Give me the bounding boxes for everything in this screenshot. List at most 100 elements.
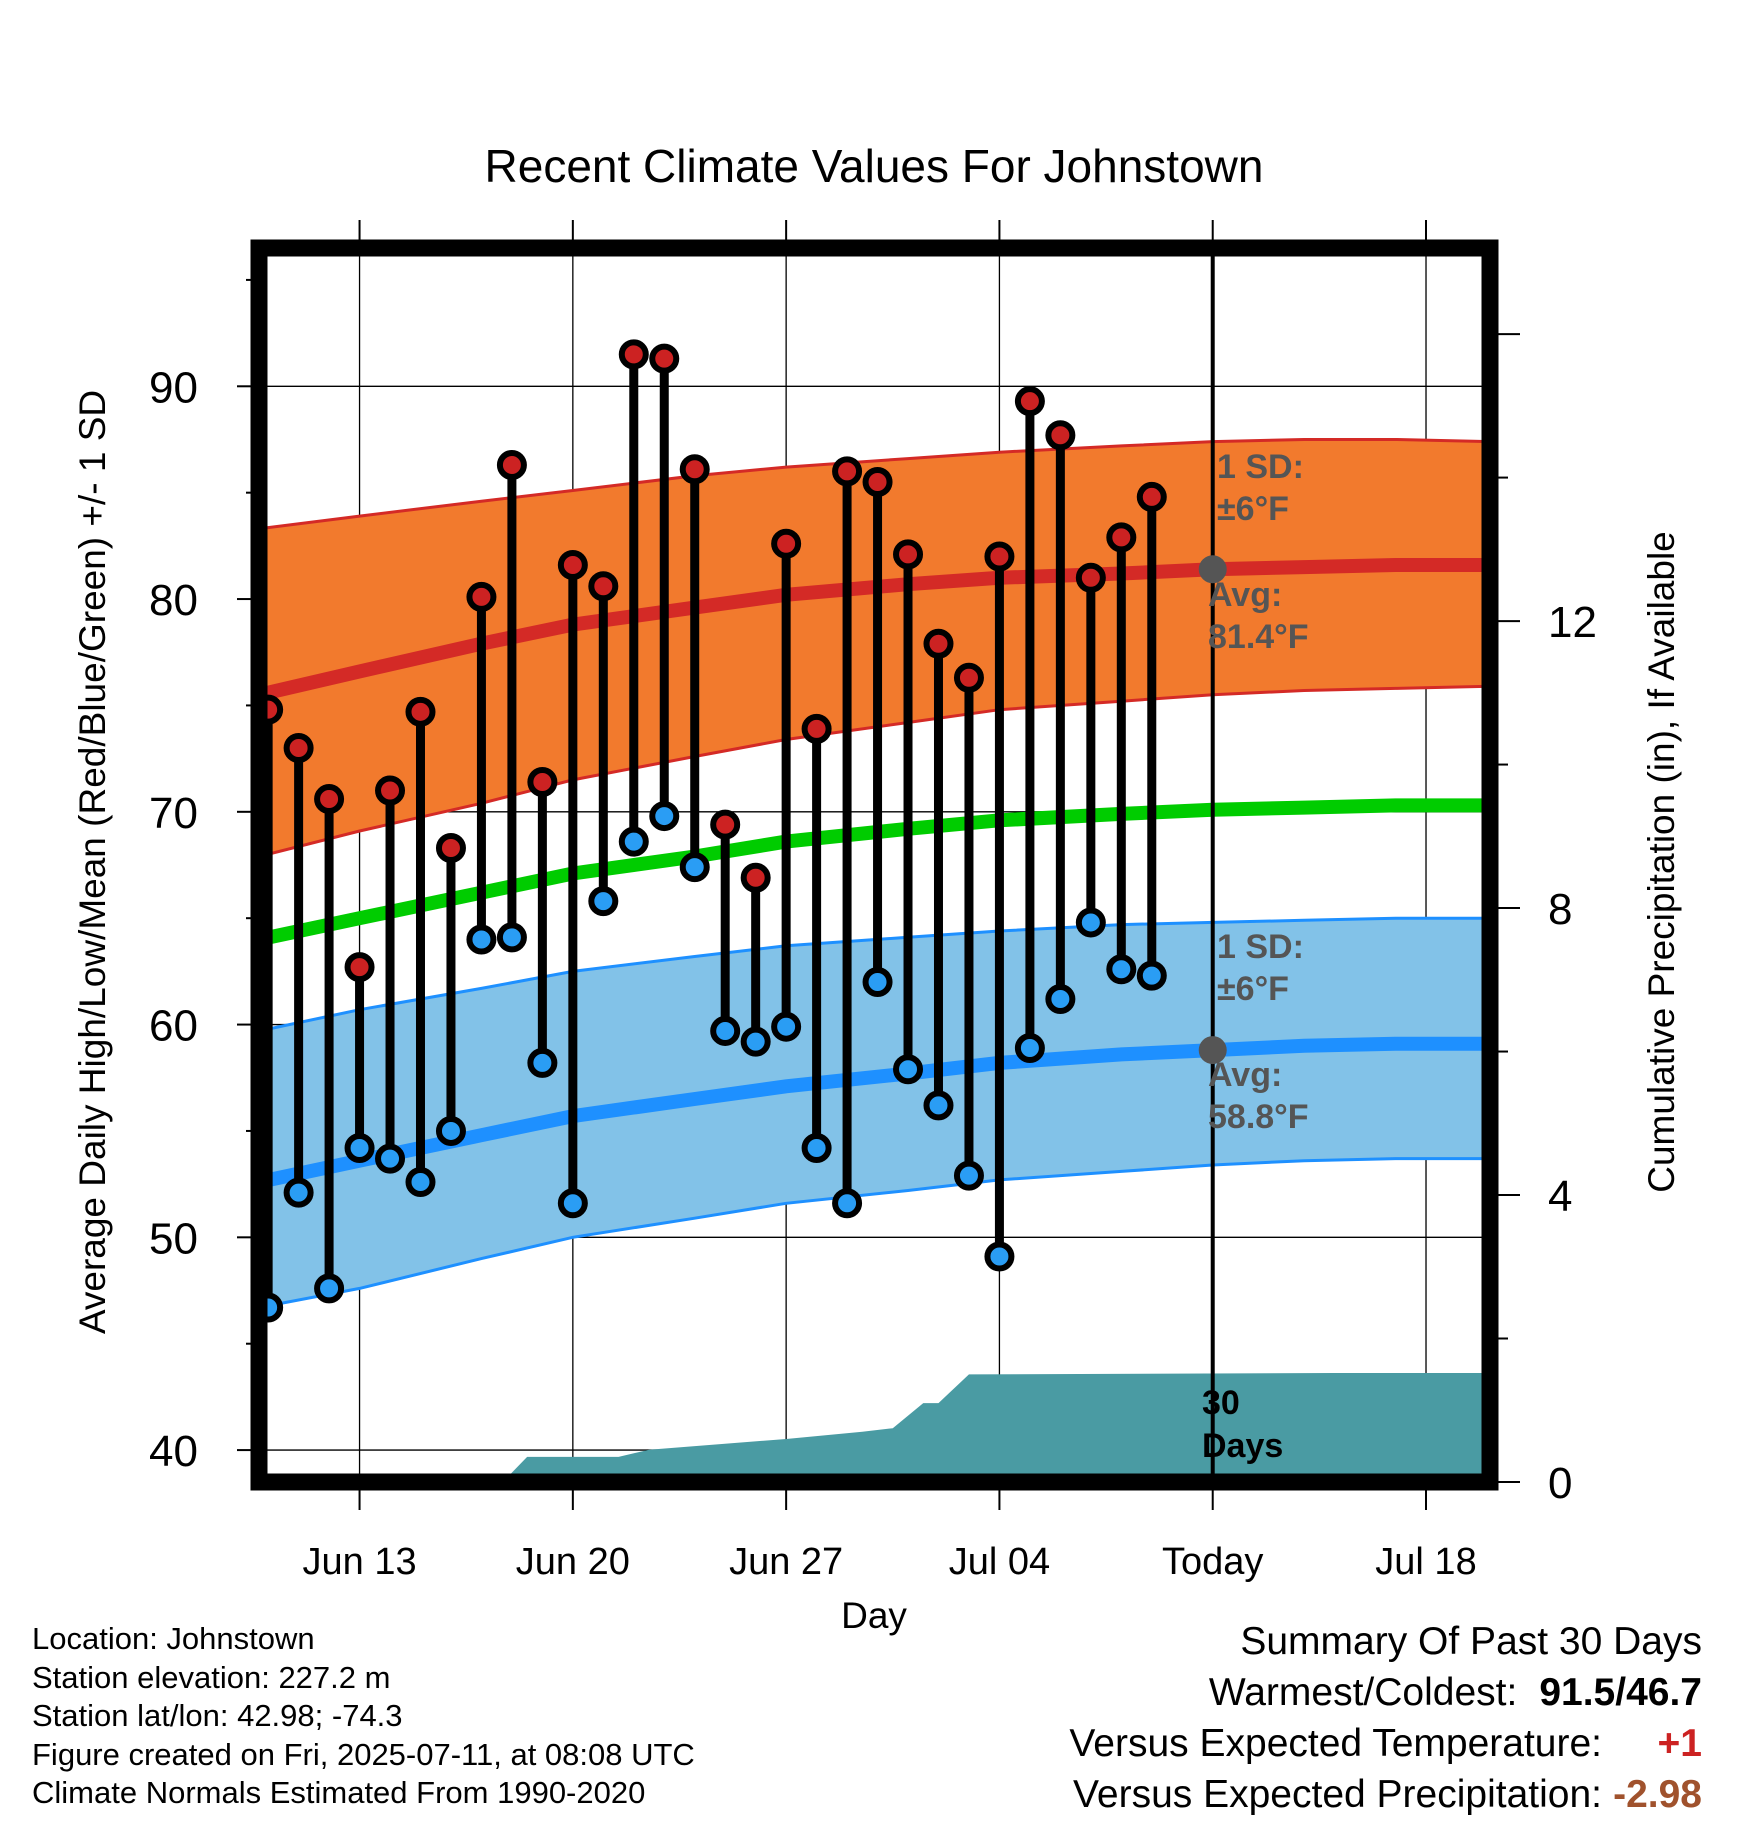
y2-tick-label-0: 0 — [1548, 1459, 1572, 1508]
elevation-text: Station elevation: 227.2 m — [32, 1659, 391, 1695]
warm-cold-value: 91.5/46.7 — [1539, 1671, 1702, 1714]
y2-axis-label: Cumulative Precipitation (in), If Availa… — [1641, 531, 1682, 1193]
plot-content — [259, 0, 1490, 1482]
x-axis-label: Day — [841, 1595, 907, 1636]
high-point-20 — [832, 456, 863, 487]
high-avg-value: 81.4°F — [1208, 618, 1309, 656]
high-point-27 — [1045, 420, 1076, 451]
y-tick-label-70: 70 — [149, 789, 198, 838]
low-point-10 — [527, 1047, 558, 1078]
summary-warm-cold: Warmest/Coldest: 91.5/46.7 — [1069, 1667, 1702, 1718]
high-point-29 — [1106, 522, 1137, 553]
high-point-5 — [375, 775, 406, 806]
today-high-avg-marker — [1198, 555, 1227, 584]
summary-temp: Versus Expected Temperature: +1 — [1069, 1718, 1702, 1769]
location-text: Location: Johnstown — [32, 1621, 315, 1656]
high-point-6 — [405, 696, 436, 727]
x-tick-label-0: Jun 13 — [303, 1541, 417, 1583]
low-point-13 — [618, 826, 649, 857]
low-point-4 — [344, 1132, 375, 1163]
high-avg-label: Avg: — [1208, 576, 1282, 614]
period-label-number: 30 — [1202, 1384, 1240, 1422]
low-point-25 — [984, 1241, 1015, 1272]
low-point-7 — [435, 1115, 466, 1146]
low-point-21 — [862, 967, 893, 998]
plot-frame — [250, 239, 1499, 1491]
high-point-17 — [740, 862, 771, 893]
high-point-7 — [435, 832, 466, 863]
high-sd-label: 1 SD: — [1217, 448, 1304, 486]
high-point-31 — [1170, 0, 1194, 12]
low-point-12 — [588, 886, 619, 917]
precip-label: Versus Expected Precipitation: — [1073, 1773, 1602, 1816]
high-sd-upper-line — [259, 438, 1490, 531]
latlon-text: Station lat/lon: 42.98; -74.3 — [32, 1698, 403, 1733]
low-point-16 — [710, 1015, 741, 1046]
high-point-28 — [1075, 562, 1106, 593]
low-point-14 — [649, 801, 680, 832]
high-point-10 — [527, 767, 558, 798]
high-point-26 — [1014, 386, 1045, 417]
low-point-24 — [953, 1160, 984, 1191]
low-avg-value: 58.8°F — [1208, 1098, 1309, 1136]
high-sd-value: ±6°F — [1217, 490, 1289, 528]
high-point-23 — [923, 628, 954, 659]
high-point-11 — [557, 550, 588, 581]
high-point-3 — [314, 784, 345, 815]
axes: 40 50 60 70 80 90 0 4 8 12 Jun 13 Jun 20 Jun 27 Jul 0… — [149, 220, 1597, 1583]
low-point-3 — [314, 1273, 345, 1304]
low-point-27 — [1045, 984, 1076, 1015]
y2-tick-label-4: 4 — [1548, 1172, 1572, 1221]
low-point-26 — [1014, 1032, 1045, 1063]
high-point-18 — [771, 528, 802, 559]
low-point-18 — [771, 1011, 802, 1042]
low-point-2 — [283, 1177, 314, 1208]
low-point-15 — [679, 852, 710, 883]
x-tick-label-2: Jun 27 — [729, 1541, 843, 1583]
y-axis-label: Average Daily High/Low/Mean (Red/Blue/Gr… — [72, 390, 113, 1334]
high-point-30 — [1136, 481, 1167, 512]
x-tick-label-5: Jul 18 — [1375, 1541, 1476, 1583]
low-point-6 — [405, 1167, 436, 1198]
low-sd-value: ±6°F — [1217, 970, 1289, 1008]
precip-area — [259, 1372, 1490, 1482]
high-point-8 — [466, 581, 497, 612]
summary-heading: Summary Of Past 30 Days — [1240, 1620, 1702, 1663]
summary-precip: Versus Expected Precipitation: -2.98 — [1069, 1769, 1702, 1820]
low-point-9 — [496, 922, 527, 953]
x-tick-label-3: Jul 04 — [949, 1541, 1050, 1583]
low-point-20 — [832, 1188, 863, 1219]
high-point-24 — [953, 662, 984, 693]
low-point-19 — [801, 1132, 832, 1163]
y-tick-label-50: 50 — [149, 1214, 198, 1263]
y2-tick-label-8: 8 — [1548, 885, 1572, 934]
y-tick-label-90: 90 — [149, 363, 198, 412]
low-point-11 — [557, 1188, 588, 1219]
temp-label: Versus Expected Temperature: — [1069, 1722, 1602, 1765]
low-point-17 — [740, 1026, 771, 1057]
low-avg-label: Avg: — [1208, 1056, 1282, 1094]
plot-area: 1 SD: ±6°F Avg: 81.4°F 1 SD: ±6°F Avg: 58.8°F 30… — [259, 0, 1490, 1482]
normals-text: Climate Normals Estimated From 1990-2020 — [32, 1775, 646, 1810]
high-point-15 — [679, 454, 710, 485]
today-low-avg-marker — [1198, 1036, 1227, 1065]
high-point-9 — [496, 450, 527, 481]
temp-value: +1 — [1657, 1722, 1702, 1765]
y-tick-label-60: 60 — [149, 1002, 198, 1051]
low-sd-label: 1 SD: — [1217, 928, 1304, 966]
low-point-29 — [1106, 954, 1137, 985]
y-tick-label-40: 40 — [149, 1427, 198, 1476]
x-tick-label-1: Jun 20 — [516, 1541, 630, 1583]
y2-tick-label-12: 12 — [1548, 598, 1597, 647]
low-point-22 — [893, 1054, 924, 1085]
period-label-days: Days — [1202, 1427, 1283, 1465]
low-point-28 — [1075, 907, 1106, 938]
high-point-12 — [588, 571, 619, 602]
created-text: Figure created on Fri, 2025-07-11, at 08… — [32, 1736, 695, 1772]
high-point-19 — [801, 713, 832, 744]
low-point-5 — [375, 1143, 406, 1174]
high-point-16 — [710, 809, 741, 840]
low-point-30 — [1136, 960, 1167, 991]
low-point-23 — [923, 1090, 954, 1121]
